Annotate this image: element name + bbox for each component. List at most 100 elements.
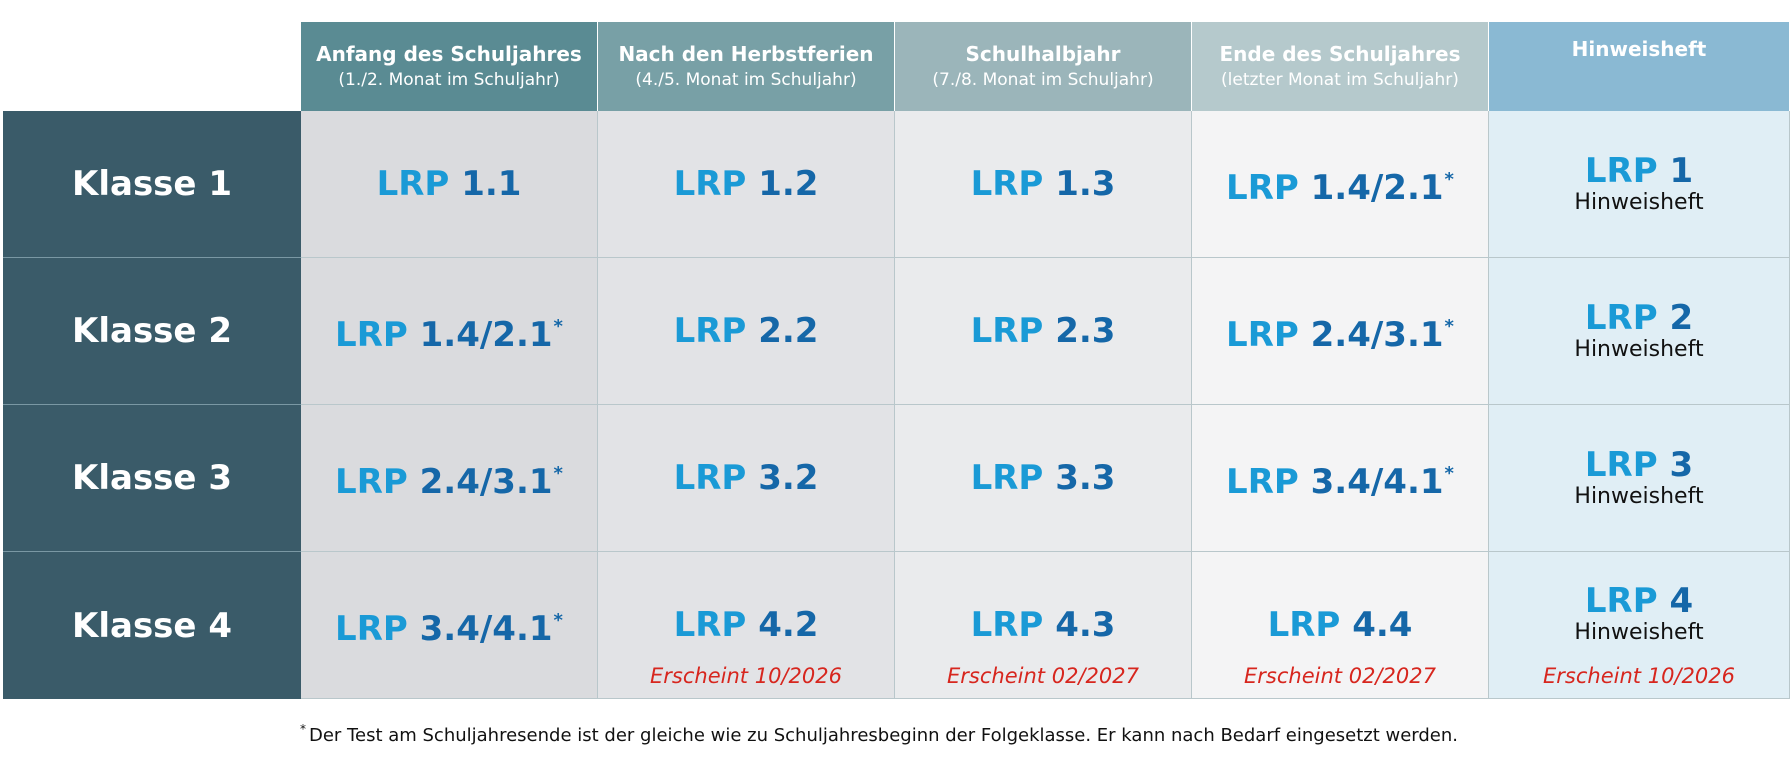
- table-cell: LRP 1.3: [895, 111, 1192, 258]
- header-title: Hinweisheft: [1571, 37, 1707, 61]
- footnote: * Der Test am Schuljahresende ist der gle…: [300, 722, 1458, 746]
- row-label-klasse-2: Klasse 2: [3, 258, 301, 405]
- header-schulhalbjahr: Schulhalbjahr (7./8. Monat im Schuljahr): [895, 22, 1192, 111]
- schedule-table: Anfang des Schuljahres (1./2. Monat im S…: [3, 22, 1790, 699]
- table-cell: LRP 2.2: [598, 258, 895, 405]
- asterisk-marker: *: [1444, 169, 1454, 190]
- table-cell: LRP 3.3: [895, 405, 1192, 552]
- lrp-number: 2.2: [758, 311, 819, 351]
- lrp-prefix: LRP: [1267, 605, 1341, 645]
- header-title: Schulhalbjahr: [965, 41, 1121, 66]
- lrp-prefix: LRP: [970, 458, 1044, 498]
- table-cell: LRP 1.2: [598, 111, 895, 258]
- asterisk-marker: *: [553, 463, 563, 484]
- footnote-marker: *: [300, 722, 306, 736]
- lrp-code: LRP 2.2: [674, 312, 819, 350]
- header-ende: Ende des Schuljahres (letzter Monat im S…: [1192, 22, 1489, 111]
- lrp-number: 2.3: [1055, 311, 1116, 351]
- lrp-prefix: LRP: [970, 164, 1044, 204]
- release-note: Erscheint 10/2026: [1543, 664, 1735, 688]
- lrp-prefix: LRP: [1226, 168, 1299, 208]
- table-cell: LRP 3 Hinweisheft: [1489, 405, 1790, 552]
- lrp-prefix: LRP: [335, 462, 408, 502]
- lrp-number: 3.4/4.1: [1310, 462, 1444, 502]
- header-anfang: Anfang des Schuljahres (1./2. Monat im S…: [301, 22, 598, 111]
- lrp-code: LRP 3: [1585, 446, 1693, 484]
- table-cell: LRP 1.4/2.1*: [301, 258, 598, 405]
- lrp-code: LRP 1.4/2.1*: [1226, 161, 1454, 207]
- footnote-text: Der Test am Schuljahresende ist der glei…: [309, 725, 1459, 746]
- lrp-prefix: LRP: [673, 458, 747, 498]
- lrp-code: LRP 3.3: [971, 459, 1116, 497]
- lrp-prefix: LRP: [1584, 581, 1658, 621]
- lrp-code: LRP 4.2: [674, 606, 819, 644]
- lrp-prefix: LRP: [335, 609, 408, 649]
- header-title: Ende des Schuljahres: [1219, 41, 1461, 66]
- lrp-prefix: LRP: [1584, 151, 1658, 191]
- lrp-number: 3: [1669, 445, 1694, 485]
- header-subtitle: (4./5. Monat im Schuljahr): [635, 69, 857, 90]
- release-note: Erscheint 02/2027: [947, 664, 1139, 688]
- table-cell: LRP 3.4/4.1*: [1192, 405, 1489, 552]
- table-cell: LRP 3.2: [598, 405, 895, 552]
- lrp-code: LRP 2.3: [971, 312, 1116, 350]
- lrp-number: 2: [1669, 298, 1694, 338]
- lrp-number: 2.4/3.1: [1310, 315, 1444, 355]
- lrp-prefix: LRP: [1226, 462, 1299, 502]
- lrp-prefix: LRP: [970, 311, 1044, 351]
- lrp-number: 4.4: [1352, 605, 1413, 645]
- lrp-code: LRP 4.3: [971, 606, 1116, 644]
- row-label-klasse-1: Klasse 1: [3, 111, 301, 258]
- lrp-code: LRP 1: [1585, 152, 1693, 190]
- header-title: Nach den Herbstferien: [618, 41, 874, 66]
- lrp-number: 4.2: [758, 605, 819, 645]
- table-cell: LRP 2.3: [895, 258, 1192, 405]
- lrp-number: 3.4/4.1: [419, 609, 553, 649]
- row-label-klasse-4: Klasse 4: [3, 552, 301, 699]
- table-cell: LRP 1.4/2.1*: [1192, 111, 1489, 258]
- table-cell: LRP 1.1: [301, 111, 598, 258]
- lrp-code: LRP 1.2: [674, 165, 819, 203]
- lrp-code: LRP 3.4/4.1*: [1226, 455, 1454, 501]
- lrp-code: LRP 1.3: [971, 165, 1116, 203]
- lrp-prefix: LRP: [1584, 445, 1658, 485]
- lrp-code: LRP 4: [1585, 582, 1693, 620]
- lrp-number: 3.2: [758, 458, 819, 498]
- lrp-prefix: LRP: [1584, 298, 1658, 338]
- lrp-code: LRP 4.4: [1268, 606, 1413, 644]
- lrp-number: 1.3: [1055, 164, 1116, 204]
- asterisk-marker: *: [553, 610, 563, 631]
- lrp-code: LRP 2.4/3.1*: [335, 455, 563, 501]
- lrp-prefix: LRP: [673, 605, 747, 645]
- asterisk-marker: *: [1444, 463, 1454, 484]
- hinweisheft-label: Hinweisheft: [1574, 337, 1704, 362]
- table-cell: LRP 1 Hinweisheft: [1489, 111, 1790, 258]
- header-subtitle: (1./2. Monat im Schuljahr): [338, 69, 560, 90]
- header-title: Anfang des Schuljahres: [316, 41, 582, 66]
- release-note: Erscheint 02/2027: [1244, 664, 1436, 688]
- table-cell: LRP 4.2 Erscheint 10/2026: [598, 552, 895, 699]
- lrp-prefix: LRP: [673, 164, 747, 204]
- lrp-number: 2.4/3.1: [419, 462, 553, 502]
- table-cell: LRP 4.3 Erscheint 02/2027: [895, 552, 1192, 699]
- table-cell: LRP 2 Hinweisheft: [1489, 258, 1790, 405]
- lrp-number: 1.4/2.1: [1310, 168, 1444, 208]
- lrp-code: LRP 2.4/3.1*: [1226, 308, 1454, 354]
- corner-cell: [3, 22, 301, 111]
- table-cell: LRP 4 Hinweisheft Erscheint 10/2026: [1489, 552, 1790, 699]
- asterisk-marker: *: [553, 316, 563, 337]
- lrp-code: LRP 2: [1585, 299, 1693, 337]
- lrp-code: LRP 1.4/2.1*: [335, 308, 563, 354]
- lrp-prefix: LRP: [376, 164, 450, 204]
- lrp-prefix: LRP: [335, 315, 408, 355]
- table-cell: LRP 2.4/3.1*: [301, 405, 598, 552]
- header-herbstferien: Nach den Herbstferien (4./5. Monat im Sc…: [598, 22, 895, 111]
- release-note: Erscheint 10/2026: [650, 664, 842, 688]
- lrp-number: 4: [1669, 581, 1694, 621]
- header-hinweisheft: Hinweisheft: [1489, 22, 1790, 111]
- lrp-code: LRP 3.2: [674, 459, 819, 497]
- lrp-prefix: LRP: [673, 311, 747, 351]
- lrp-number: 4.3: [1055, 605, 1116, 645]
- hinweisheft-label: Hinweisheft: [1574, 190, 1704, 215]
- lrp-number: 1.1: [461, 164, 522, 204]
